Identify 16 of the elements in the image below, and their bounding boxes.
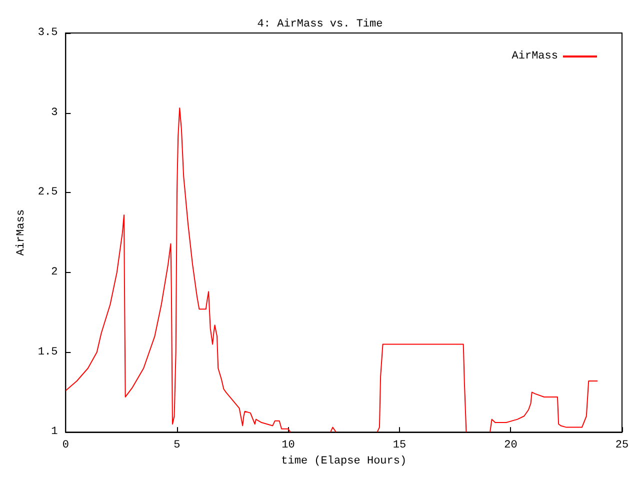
y-tick-label: 3: [51, 106, 58, 119]
legend-label: AirMass: [512, 50, 558, 62]
x-axis-title: time (Elapse Hours): [281, 456, 407, 468]
y-tick-label: 1.5: [38, 346, 58, 358]
y-tick-label: 3.5: [38, 27, 58, 39]
x-tick-label: 20: [504, 440, 518, 452]
x-tick-label: 5: [174, 440, 180, 452]
x-tick-label: 10: [282, 440, 295, 452]
y-tick-label: 2: [51, 266, 58, 278]
x-tick-label: 25: [615, 440, 629, 452]
x-tick-label: 0: [62, 440, 70, 452]
x-tick-label: 15: [392, 440, 406, 452]
y-axis-title: AirMass: [16, 209, 28, 256]
y-tick-label: 2.5: [38, 186, 58, 199]
y-tick-label: 1: [51, 426, 58, 438]
chart-title: 4: AirMass vs. Time: [257, 18, 383, 30]
